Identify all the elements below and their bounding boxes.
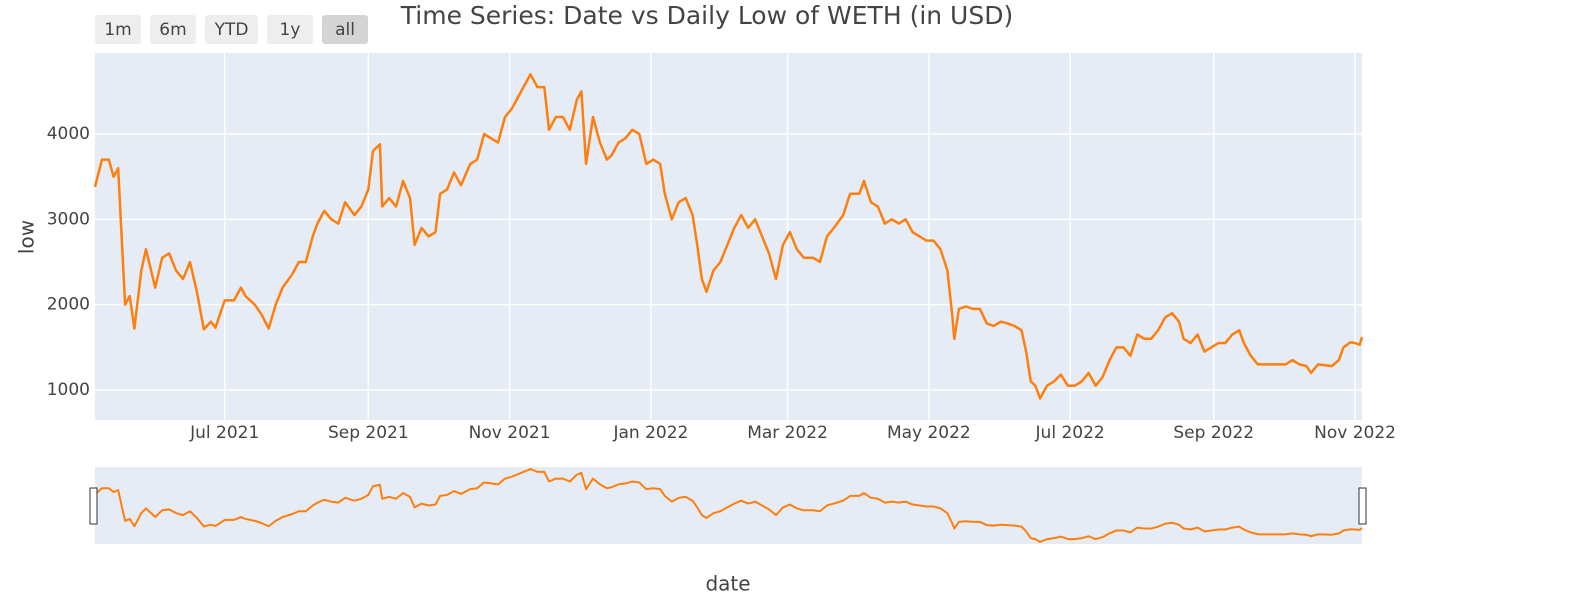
lines xyxy=(93,73,1364,543)
range-button-bg[interactable] xyxy=(205,15,258,44)
x-tick-label: Nov 2022 xyxy=(1314,423,1396,443)
plot-area xyxy=(95,53,1362,420)
slider-handle-right[interactable] xyxy=(1358,487,1367,525)
range-selector: 1m 6m YTD 1y all xyxy=(95,15,368,44)
range-button-label[interactable]: YTD xyxy=(214,20,249,40)
y-tick-label: 1000 xyxy=(47,380,90,400)
range-button-label[interactable]: 1y xyxy=(280,20,301,40)
range-button-label[interactable]: 6m xyxy=(159,20,186,40)
range-button-bg[interactable] xyxy=(267,15,313,44)
series-line xyxy=(93,73,1364,400)
x-tick-label: May 2022 xyxy=(887,423,971,443)
y-tick-label: 3000 xyxy=(47,209,90,229)
range-button[interactable]: YTD xyxy=(205,15,258,44)
range-button[interactable]: 6m xyxy=(150,15,196,44)
x-tick-label: Mar 2022 xyxy=(747,423,828,443)
x-tick-label: Jul 2021 xyxy=(189,423,259,443)
range-button[interactable]: all xyxy=(322,15,368,44)
x-axis-label: date xyxy=(705,572,750,596)
range-button[interactable]: 1y xyxy=(267,15,313,44)
range-button-bg[interactable] xyxy=(95,15,141,44)
range-button-label[interactable]: 1m xyxy=(104,20,131,40)
slider-handle-left[interactable] xyxy=(89,487,98,525)
x-tick-label: Jan 2022 xyxy=(612,423,688,443)
x-tick-label: Jul 2022 xyxy=(1035,423,1105,443)
chart-title: Time Series: Date vs Daily Low of WETH (… xyxy=(400,1,1013,30)
x-tick-label: Nov 2021 xyxy=(469,423,551,443)
x-tick-label: Sep 2021 xyxy=(328,423,409,443)
range-button-bg[interactable] xyxy=(322,15,368,44)
grid xyxy=(95,53,1362,420)
y-axis-label: low xyxy=(15,220,39,254)
y-tick-label: 4000 xyxy=(47,124,90,144)
x-tick-label: Sep 2022 xyxy=(1173,423,1254,443)
y-tick-label: 2000 xyxy=(47,295,90,315)
range-button[interactable]: 1m xyxy=(95,15,141,44)
slider-line xyxy=(94,468,1363,543)
range-button-label[interactable]: all xyxy=(335,20,355,40)
range-slider[interactable] xyxy=(95,467,1362,544)
range-button-bg[interactable] xyxy=(150,15,196,44)
